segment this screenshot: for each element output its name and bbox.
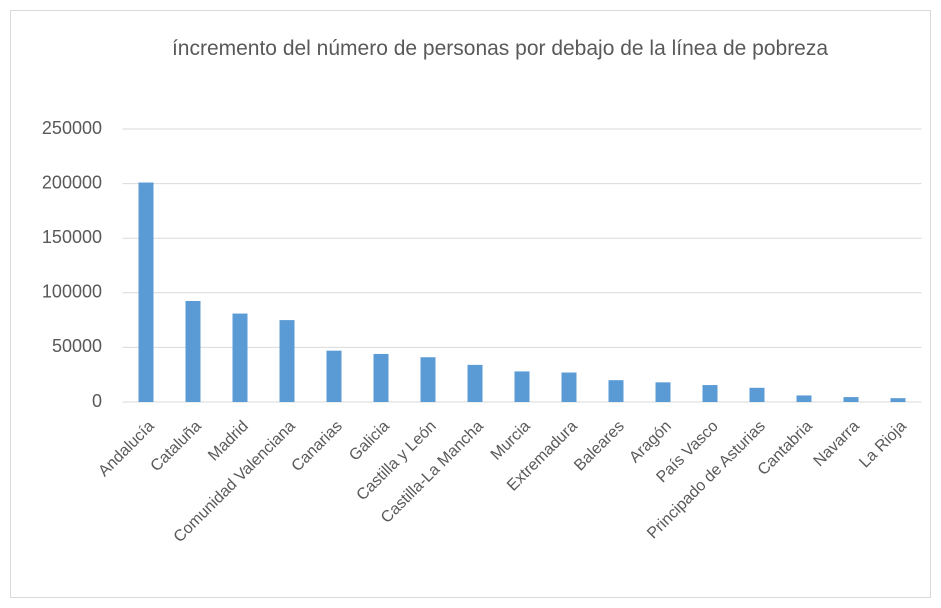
y-tick-label: 250000 — [42, 118, 102, 138]
bar — [655, 382, 671, 402]
bar — [185, 300, 201, 402]
bar — [702, 385, 718, 402]
bar — [749, 387, 765, 402]
bar — [514, 371, 530, 402]
bar — [561, 372, 577, 402]
chart-title: íncremento del número de personas por de… — [171, 37, 829, 60]
bar — [467, 364, 483, 402]
y-tick-label: 200000 — [42, 172, 102, 192]
y-tick-label: 0 — [92, 391, 102, 411]
y-tick-label: 100000 — [42, 282, 102, 302]
bar — [796, 395, 812, 402]
bar — [279, 320, 295, 402]
bar — [890, 398, 906, 402]
y-tick-label: 150000 — [42, 227, 102, 247]
bar — [138, 182, 154, 402]
bar — [232, 313, 248, 402]
bar — [326, 350, 342, 402]
bar — [843, 397, 859, 402]
bar — [608, 380, 624, 402]
bar — [420, 357, 436, 402]
bar — [373, 353, 389, 402]
y-tick-label: 50000 — [52, 336, 102, 356]
chart-border — [10, 10, 931, 598]
